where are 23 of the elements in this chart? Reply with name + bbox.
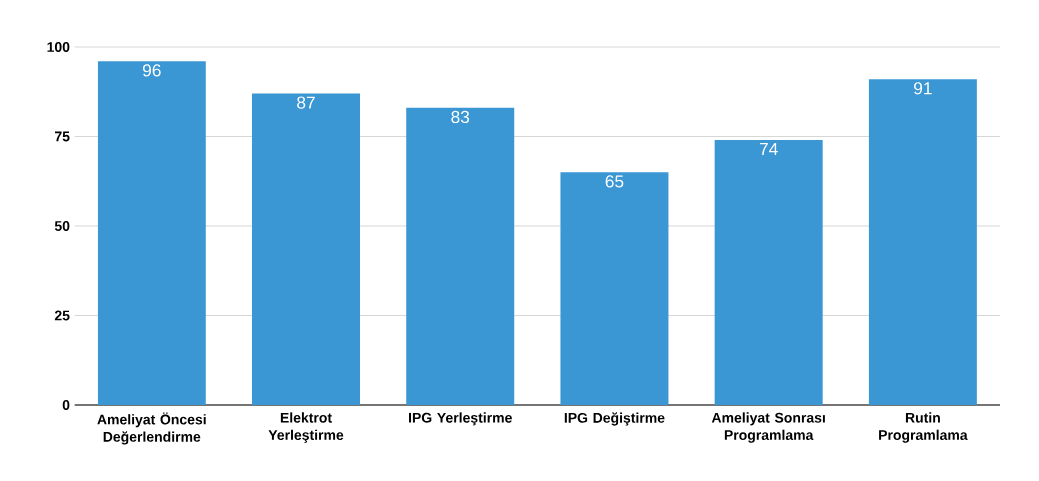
y-tick-label: 75 — [55, 131, 70, 142]
bar — [97, 61, 206, 405]
x-tick-label: Rutin Programlama — [879, 412, 968, 443]
data-label: 74 — [759, 143, 778, 155]
bar — [560, 172, 669, 405]
bar — [406, 107, 515, 405]
y-tick-label: 0 — [62, 400, 70, 410]
data-label: 96 — [142, 64, 161, 77]
bar — [868, 79, 977, 405]
y-tick-label: 100 — [47, 42, 70, 52]
data-label: 87 — [297, 96, 315, 109]
data-label: 91 — [914, 82, 932, 95]
x-tick-label: Elektrot Yerleştirme — [268, 412, 344, 443]
data-label: 65 — [605, 175, 624, 188]
y-tick-label: 50 — [54, 221, 70, 231]
bar — [714, 140, 823, 405]
x-tick-label: IPG Yerleştirme — [409, 412, 512, 426]
data-label: 83 — [451, 110, 470, 124]
x-tick-label: IPG Değiştirme — [564, 412, 665, 426]
x-tick-label: Ameliyat Öncesi Değerlendirme — [97, 412, 206, 445]
y-tick-label: 25 — [54, 310, 70, 321]
bar — [252, 93, 361, 405]
x-tick-label: Ameliyat Sonrası Programlama — [711, 412, 825, 443]
